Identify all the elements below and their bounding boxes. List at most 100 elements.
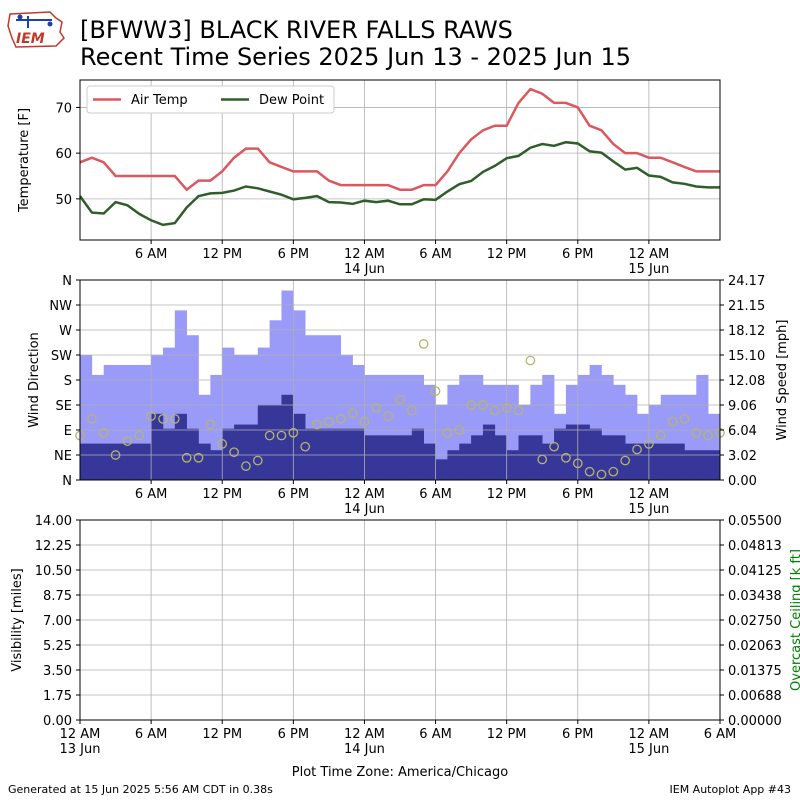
direction-marker bbox=[335, 414, 346, 424]
speed-bar bbox=[257, 404, 270, 480]
speed-bar bbox=[601, 435, 614, 480]
speed-bar bbox=[637, 443, 650, 480]
speed-bar bbox=[198, 443, 211, 480]
y-tick-label: 60 bbox=[55, 147, 72, 162]
x-tick-label: 6 AM bbox=[135, 247, 168, 262]
x-tick-label: 12 PM bbox=[202, 727, 242, 742]
direction-marker bbox=[572, 458, 583, 469]
iem-logo: IEM bbox=[6, 6, 68, 54]
speed-bar bbox=[494, 435, 507, 480]
direction-marker bbox=[537, 454, 548, 465]
speed-bar bbox=[364, 435, 377, 480]
x-tick-label: 12 PM bbox=[487, 247, 527, 262]
x-tick-label: 6 AM bbox=[704, 727, 737, 742]
speed-bar bbox=[139, 443, 152, 480]
speed-bar bbox=[625, 443, 638, 480]
ceiling-tick-label: 0.05500 bbox=[728, 514, 782, 529]
direction-marker bbox=[584, 466, 595, 477]
speed-bar bbox=[411, 428, 425, 480]
speed-bar bbox=[684, 450, 697, 480]
speed-bar bbox=[589, 428, 602, 480]
direction-marker bbox=[359, 416, 370, 427]
x-tick-label: 6 PM bbox=[278, 247, 309, 262]
x-tick-label: 6 PM bbox=[562, 727, 593, 742]
y-axis-label: Wind Direction bbox=[27, 332, 42, 428]
direction-marker bbox=[252, 455, 263, 466]
ceiling-tick-label: 0.02750 bbox=[728, 614, 782, 629]
visibility-tick-label: 8.75 bbox=[43, 589, 72, 604]
direction-marker bbox=[312, 419, 322, 430]
direction-marker bbox=[158, 414, 168, 424]
ceiling-tick-label: 0.03438 bbox=[728, 589, 782, 604]
speed-bar bbox=[696, 450, 709, 480]
direction-marker bbox=[146, 411, 156, 421]
direction-marker bbox=[241, 461, 251, 471]
x-tick-label: 12 AM 15 Jun bbox=[628, 487, 669, 517]
ceiling-tick-label: 0.04813 bbox=[728, 539, 782, 554]
direction-marker bbox=[466, 400, 476, 410]
visibility-tick-label: 0.00 bbox=[43, 714, 72, 729]
direction-tick-label: NE bbox=[54, 449, 72, 464]
direction-marker bbox=[98, 427, 109, 438]
visibility-tick-label: 1.75 bbox=[43, 689, 72, 704]
direction-marker bbox=[478, 400, 488, 410]
speed-bar bbox=[293, 413, 306, 480]
direction-tick-label: N bbox=[62, 474, 72, 489]
direction-marker bbox=[169, 414, 180, 424]
speed-bar bbox=[234, 424, 247, 480]
speed-bar bbox=[328, 428, 342, 480]
x-tick-label: 12 PM bbox=[487, 487, 527, 502]
direction-marker bbox=[679, 414, 690, 424]
direction-marker bbox=[454, 425, 465, 435]
y-tick-label: 50 bbox=[55, 193, 72, 208]
speed-bar bbox=[672, 443, 685, 480]
direction-marker bbox=[430, 386, 441, 396]
x-axis-label: Plot Time Zone: America/Chicago bbox=[292, 765, 508, 780]
direction-marker bbox=[667, 416, 678, 427]
x-tick-label: 12 PM bbox=[487, 727, 527, 742]
direction-marker bbox=[513, 405, 524, 416]
visibility-tick-label: 14.00 bbox=[35, 514, 72, 529]
speed-bar bbox=[554, 428, 567, 480]
speed-bar bbox=[471, 435, 484, 480]
x-tick-label: 12 AM 15 Jun bbox=[628, 247, 669, 277]
speed-bar bbox=[91, 443, 105, 480]
direction-marker bbox=[644, 439, 654, 449]
direction-marker bbox=[549, 441, 559, 452]
direction-marker bbox=[525, 355, 536, 366]
x-tick-label: 12 PM bbox=[202, 247, 242, 262]
y2-axis-label: Wind Speed [mph] bbox=[775, 320, 790, 441]
speed-tick-label: 9.06 bbox=[728, 399, 757, 414]
direction-marker bbox=[489, 405, 500, 416]
direction-marker bbox=[229, 447, 239, 458]
direction-marker bbox=[205, 419, 216, 430]
speed-bar bbox=[281, 394, 294, 480]
visibility-tick-label: 10.50 bbox=[35, 564, 72, 579]
direction-marker bbox=[632, 444, 642, 455]
direction-marker bbox=[655, 430, 666, 441]
chart-title: [BFWW3] BLACK RIVER FALLS RAWS bbox=[80, 16, 513, 44]
legend-label: Dew Point bbox=[259, 93, 324, 108]
x-tick-label: 6 PM bbox=[278, 727, 309, 742]
speed-tick-label: 0.00 bbox=[728, 474, 757, 489]
speed-bar bbox=[186, 428, 199, 480]
speed-bar bbox=[162, 428, 176, 480]
series-line-air-temp bbox=[79, 87, 720, 192]
speed-bar bbox=[506, 450, 519, 480]
direction-tick-label: SW bbox=[51, 349, 72, 364]
x-tick-label: 6 AM bbox=[419, 487, 452, 502]
visibility-tick-label: 5.25 bbox=[43, 639, 72, 654]
plot-frame bbox=[79, 279, 721, 481]
speed-bar bbox=[459, 443, 472, 480]
speed-bar bbox=[115, 443, 128, 480]
direction-marker bbox=[596, 469, 607, 480]
direction-marker bbox=[264, 430, 275, 441]
x-tick-label: 6 PM bbox=[278, 487, 309, 502]
speed-bar bbox=[518, 435, 531, 480]
direction-tick-label: E bbox=[64, 424, 72, 439]
direction-marker bbox=[608, 466, 619, 477]
speed-bar bbox=[305, 428, 318, 480]
speed-bar bbox=[151, 413, 164, 480]
direction-marker bbox=[418, 339, 429, 349]
speed-tick-label: 24.17 bbox=[728, 274, 765, 289]
